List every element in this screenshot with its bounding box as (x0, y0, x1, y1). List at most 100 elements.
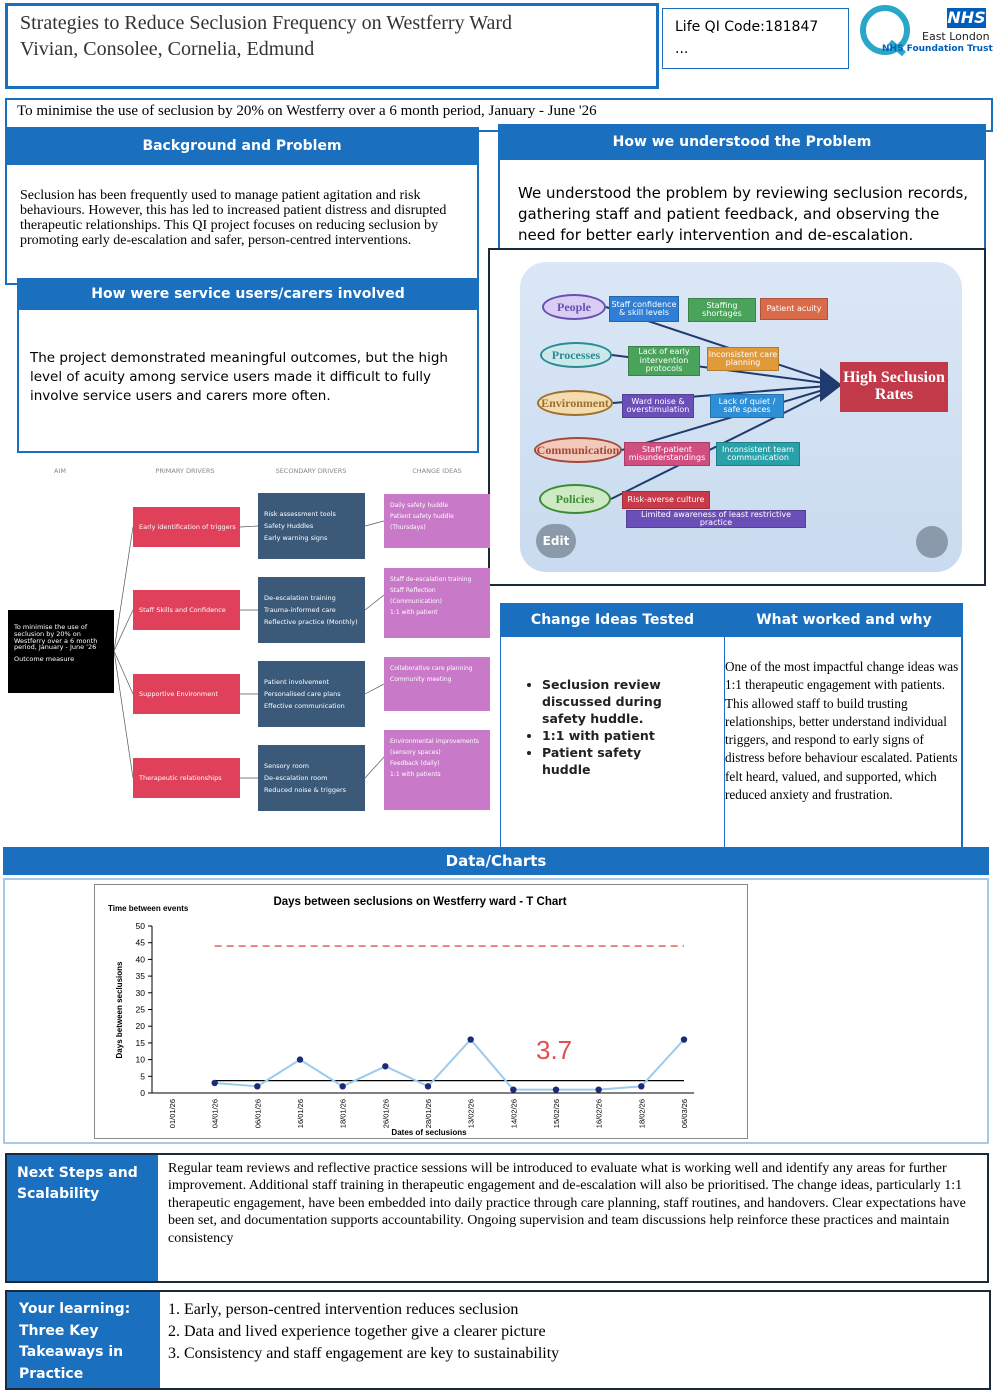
secondary-item: Risk assessment tools (264, 510, 336, 518)
learning-item: 1. Early, person-centred intervention re… (168, 1301, 519, 1318)
fishbone-category: Communication (534, 437, 622, 463)
x-tick-label: 14/02/26 (509, 1099, 518, 1128)
secondary-item: Safety Huddles (264, 522, 314, 530)
x-tick-label: 15/02/26 (552, 1099, 561, 1128)
data-point (382, 1063, 389, 1070)
secondary-driver: Patient involvement Personalised care pla… (258, 661, 365, 727)
center-line-label: 3.7 (536, 1035, 572, 1065)
x-tick-label: 26/01/26 (381, 1099, 390, 1128)
learning-heading: Your learning: Three Key Takeaways in Pr… (7, 1292, 160, 1388)
primary-driver: Staff Skills and Confidence (133, 590, 240, 630)
x-tick-label: 13/02/26 (467, 1099, 476, 1128)
authors: Vivian, Consolee, Cornelia, Edmund (20, 38, 315, 60)
fishbone-cause: Staffing shortages (688, 298, 756, 322)
title-box (5, 3, 659, 89)
data-point (424, 1083, 432, 1090)
connector (113, 650, 134, 779)
y-note: Time between events (108, 904, 189, 913)
driver-header: AIM (54, 466, 66, 475)
fishbone-cause: Ward noise & overstimulation (622, 394, 694, 418)
next-text: Regular team reviews and reflective prac… (168, 1161, 966, 1246)
x-tick-label: 04/01/26 (211, 1099, 220, 1128)
background-box (5, 163, 479, 285)
learning-list: 1. Early, person-centred intervention re… (168, 1299, 559, 1365)
chart-frame (94, 884, 748, 1139)
y-tick-label: 50 (136, 921, 146, 931)
x-tick-label: 16/01/26 (296, 1099, 305, 1128)
title: Strategies to Reduce Seclusion Frequency… (20, 12, 513, 34)
driver-diagram: AIM PRIMARY DRIVERS SECONDARY DRIVERS CHANG… (5, 460, 491, 816)
y-tick-label: 5 (140, 1071, 145, 1081)
arrow-head (820, 368, 842, 402)
chart: Days between seclusions on Westferry war… (94, 884, 748, 1139)
secondary-item: Effective communication (264, 702, 345, 710)
data-point (254, 1083, 261, 1090)
fishbone-cause: Staff confidence & skill levels (609, 296, 679, 322)
connector (113, 650, 134, 695)
data-heading: Data/Charts (3, 847, 989, 875)
data-point (467, 1036, 474, 1043)
involvement-text: The project demonstrated meaningful outc… (30, 350, 448, 404)
idea-item: Feedback (daily) (390, 760, 440, 767)
idea-item: 1:1 with patients (390, 771, 441, 778)
data-point (510, 1086, 517, 1093)
x-tick-label: 16/02/26 (595, 1099, 604, 1128)
understanding-text: We understood the problem by reviewing s… (518, 184, 969, 244)
driver-header: PRIMARY DRIVERS (155, 466, 215, 475)
change-heading: Change Ideas Tested (500, 603, 725, 637)
fishbone-frame: People Staff confidence & skill levels Sta… (488, 248, 986, 586)
secondary-item: De-escalation room (264, 774, 328, 782)
change-item: Patient safety huddle (542, 744, 690, 778)
data-point (638, 1083, 645, 1090)
y-tick-label: 35 (136, 971, 146, 981)
y-tick-label: 45 (136, 938, 146, 948)
change-idea: Daily safety huddle Patient safety huddle… (384, 494, 490, 548)
qi-more: ... (675, 41, 689, 57)
data-point (552, 1086, 560, 1093)
data-point (339, 1083, 346, 1090)
idea-item: Daily safety huddle (390, 502, 449, 509)
driver-header: SECONDARY DRIVERS (275, 466, 347, 475)
fishbone-cause: Patient acuity (760, 298, 828, 320)
fishbone-cause: Lack of early intervention protocols (628, 346, 700, 376)
driver-aim-text: To minimise the use of seclusion by 20% … (14, 623, 98, 652)
secondary-item: Sensory room (264, 762, 310, 770)
connector (239, 525, 259, 528)
secondary-driver: De-escalation training Trauma-informed ca… (258, 577, 365, 643)
secondary-driver: Sensory room De-escalation room Reduced no… (258, 745, 365, 811)
secondary-item: De-escalation training (264, 594, 336, 602)
logo-tail (888, 39, 906, 57)
connector (364, 683, 385, 695)
idea-item: Patient safety huddle (Thursdays) (390, 513, 454, 531)
connector (364, 756, 385, 779)
fishbone-cause: Risk-averse culture (622, 491, 710, 509)
change-box (500, 636, 963, 848)
y-tick-label: 10 (136, 1055, 146, 1065)
learning-item: 3. Consistency and staff engagement are … (168, 1345, 560, 1362)
y-tick-label: 30 (136, 988, 146, 998)
idea-item: 1:1 with patient (390, 609, 438, 616)
x-tick-label: 28/01/26 (424, 1099, 433, 1128)
change-list: Seclusion review discussed during safety… (500, 676, 690, 778)
edit-button[interactable]: Edit (536, 524, 576, 558)
x-axis-title: Dates of seclusions (391, 1128, 467, 1137)
change-idea: Environmental improvements (sensory spac… (384, 730, 490, 810)
idea-item: Staff Reflection (Communication) (390, 587, 442, 605)
primary-driver: Therapeutic relationships (133, 758, 240, 798)
data-point (296, 1056, 304, 1063)
x-tick-label: 06/03/26 (680, 1099, 689, 1128)
connector (113, 526, 134, 652)
y-axis-title: Days between seclusions (115, 961, 124, 1058)
understanding-heading: How we understood the Problem (498, 124, 986, 160)
learning-item: 2. Data and lived experience together gi… (168, 1323, 546, 1340)
connector (364, 520, 385, 527)
idea-item: Environmental improvements (sensory spac… (390, 738, 479, 756)
fishbone-cause: Staff-patient misunderstandings (624, 442, 710, 466)
learning-box (5, 1290, 991, 1390)
share-button[interactable] (916, 526, 948, 558)
y-tick-label: 15 (136, 1038, 146, 1048)
y-tick-label: 40 (136, 954, 146, 964)
data-point (680, 1036, 688, 1043)
change-item: Seclusion review discussed during safety… (542, 676, 690, 727)
